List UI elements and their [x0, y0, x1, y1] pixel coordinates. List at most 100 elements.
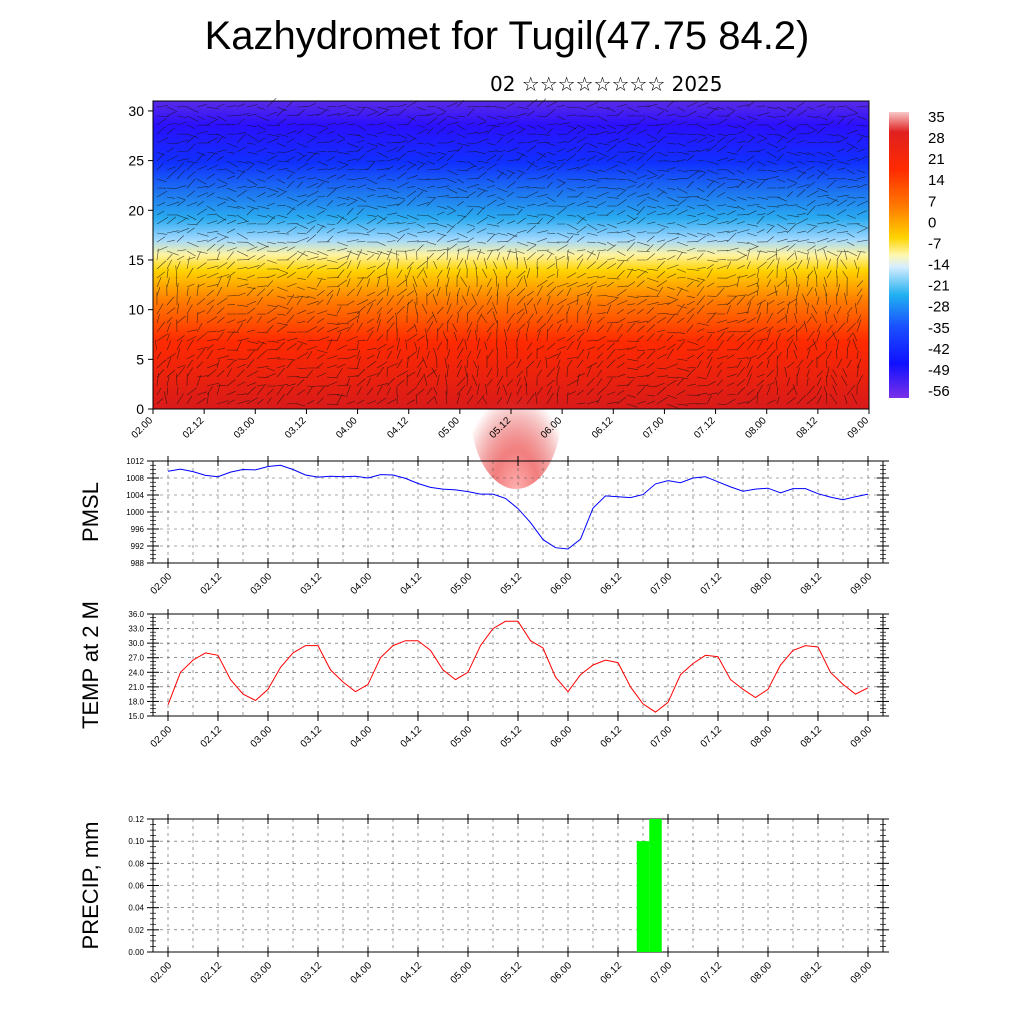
temp-x-tick-label: 05.12 — [499, 724, 525, 750]
colorbar-label: 28 — [928, 130, 945, 147]
precipitation-panel: 0.00 0.02 0.04 0.06 0.08 0.10 0.12 02.00 02.12 03… — [78, 814, 889, 986]
pmsl-panel: 988 992 996 1000 1004 1008 1012 02.00 02.12 03.00… — [78, 456, 889, 597]
pmsl-x-tick-label: 06.12 — [599, 571, 625, 597]
pmsl-y-tick-label: 1012 — [126, 457, 144, 466]
temp-y-axis-label: TEMP at 2 M — [78, 601, 103, 729]
colorbar-label: 35 — [928, 109, 945, 126]
wind-vector-paths — [154, 97, 869, 409]
temp-series-line — [167, 620, 869, 713]
temp-y-tick-label: 18.0 — [128, 697, 144, 706]
pmsl-x-tick-label: 03.00 — [249, 571, 275, 597]
temp-x-tick-label: 03.12 — [299, 724, 325, 750]
pmsl-y-tick-label: 1008 — [126, 474, 144, 483]
heatmap-x-tick-label: 07.00 — [641, 415, 667, 441]
colorbar-label: -56 — [928, 383, 950, 400]
colorbar-label: -35 — [928, 320, 950, 337]
pmsl-series-line — [167, 464, 869, 550]
heatmap-x-tick-label: 07.12 — [692, 415, 718, 441]
temp-y-tick-label: 24.0 — [128, 668, 144, 677]
precip-bar — [649, 819, 662, 952]
precip-y-tick-label: 0.10 — [128, 837, 144, 846]
temp-y-tick-label: 33.0 — [128, 625, 144, 634]
heatmap-x-tick-label: 09.00 — [846, 415, 872, 441]
temp-x-tick-label: 06.00 — [549, 724, 575, 750]
temp-x-tick-label: 04.00 — [349, 724, 375, 750]
temp-y-tick-label: 21.0 — [128, 683, 144, 692]
precip-grid — [153, 818, 883, 953]
precip-x-tick-label: 07.00 — [649, 960, 675, 986]
temp-x-tick-label: 02.12 — [199, 724, 225, 750]
precip-x-tick-label: 04.00 — [349, 960, 375, 986]
pmsl-y-axis-label: PMSL — [78, 482, 103, 542]
precip-x-tick-label: 07.12 — [699, 960, 725, 986]
heatmap-x-tick-label: 02.00 — [130, 415, 156, 441]
heatmap-y-tick-label: 20 — [128, 202, 144, 218]
colorbar-label: 14 — [928, 172, 945, 189]
chart-title: Kazhydromet for Tugil(47.75 84.2) — [204, 14, 810, 58]
temperature-panel: 15.0 18.0 21.0 24.0 27.0 30.0 33.0 36.0 02.00 02.… — [78, 601, 889, 750]
heatmap-y-tick-label: 30 — [128, 103, 144, 119]
temp-x-tick-label: 03.00 — [249, 724, 275, 750]
temp-x-tick-label: 08.00 — [749, 724, 775, 750]
precip-x-tick-label: 05.12 — [499, 960, 525, 986]
precip-x-tick-label: 03.00 — [249, 960, 275, 986]
precip-bar — [636, 841, 650, 952]
precip-x-tick-label: 02.00 — [149, 960, 175, 986]
colorbar-label: 0 — [928, 214, 936, 231]
precip-x-tick-label: 05.00 — [449, 960, 475, 986]
pmsl-x-tick-label: 07.00 — [649, 571, 675, 597]
heatmap-x-tick-label: 08.00 — [743, 415, 769, 441]
pmsl-x-tick-label: 08.00 — [749, 571, 775, 597]
precip-x-tick-label: 09.00 — [849, 960, 875, 986]
heatmap-x-tick-label: 05.00 — [437, 415, 463, 441]
temp-x-tick-label: 06.12 — [599, 724, 625, 750]
precip-y-tick-label: 0.00 — [128, 948, 144, 957]
temp-x-tick-label: 08.12 — [799, 724, 825, 750]
pmsl-x-tick-label: 05.12 — [499, 571, 525, 597]
colorbar-label: -21 — [928, 278, 950, 295]
precip-y-tick-label: 0.06 — [128, 882, 144, 891]
wind-temperature-panel: 0 5 10 15 20 25 30 02.00 02.12 03.00 03.12 04.00 04.… — [128, 97, 950, 489]
heatmap-y-tick-label: 0 — [136, 401, 144, 417]
pmsl-y-tick-label: 1004 — [126, 491, 144, 500]
colorbar-label: 7 — [928, 193, 936, 210]
heatmap-x-tick-label: 04.00 — [334, 415, 360, 441]
precip-y-axis-label: PRECIP, mm — [78, 822, 103, 950]
pmsl-y-tick-label: 1000 — [126, 508, 144, 517]
chart-subtitle: 02 ☆☆☆☆☆☆☆☆ 2025 — [490, 72, 723, 96]
precip-y-tick-label: 0.08 — [128, 859, 144, 868]
precip-y-tick-label: 0.04 — [128, 904, 144, 913]
pmsl-x-tick-label: 06.00 — [549, 571, 575, 597]
temp-x-tick-label: 04.12 — [399, 724, 425, 750]
temp-y-tick-label: 36.0 — [128, 610, 144, 619]
heatmap-y-tick-label: 5 — [136, 351, 144, 367]
temp-y-tick-label: 30.0 — [128, 639, 144, 648]
pmsl-y-tick-label: 988 — [131, 559, 145, 568]
colorbar — [889, 112, 909, 398]
wind-vectors — [154, 97, 869, 409]
pmsl-x-tick-label: 02.00 — [149, 571, 175, 597]
pmsl-grid — [153, 460, 883, 564]
pmsl-x-tick-label: 04.12 — [399, 571, 425, 597]
heatmap-x-tick-label: 03.00 — [232, 415, 258, 441]
heatmap-y-tick-label: 10 — [128, 302, 144, 318]
heatmap-x-tick-label: 06.12 — [590, 415, 616, 441]
colorbar-label: -42 — [928, 341, 950, 358]
temp-x-tick-label: 02.00 — [149, 724, 175, 750]
pmsl-x-tick-label: 08.12 — [799, 571, 825, 597]
colorbar-label: 21 — [928, 151, 945, 168]
precip-x-tick-label: 06.00 — [549, 960, 575, 986]
temp-x-tick-label: 05.00 — [449, 724, 475, 750]
pmsl-x-tick-label: 04.00 — [349, 571, 375, 597]
pmsl-y-tick-label: 992 — [131, 542, 145, 551]
heatmap-x-tick-label: 03.12 — [283, 415, 309, 441]
precip-y-tick-label: 0.12 — [128, 815, 144, 824]
temp-x-tick-label: 07.12 — [699, 724, 725, 750]
pmsl-x-tick-label: 03.12 — [299, 571, 325, 597]
colorbar-label: -28 — [928, 299, 950, 316]
colorbar-label: -49 — [928, 362, 950, 379]
temp-x-tick-label: 07.00 — [649, 724, 675, 750]
pmsl-y-tick-label: 996 — [131, 525, 145, 534]
pmsl-x-tick-label: 05.00 — [449, 571, 475, 597]
